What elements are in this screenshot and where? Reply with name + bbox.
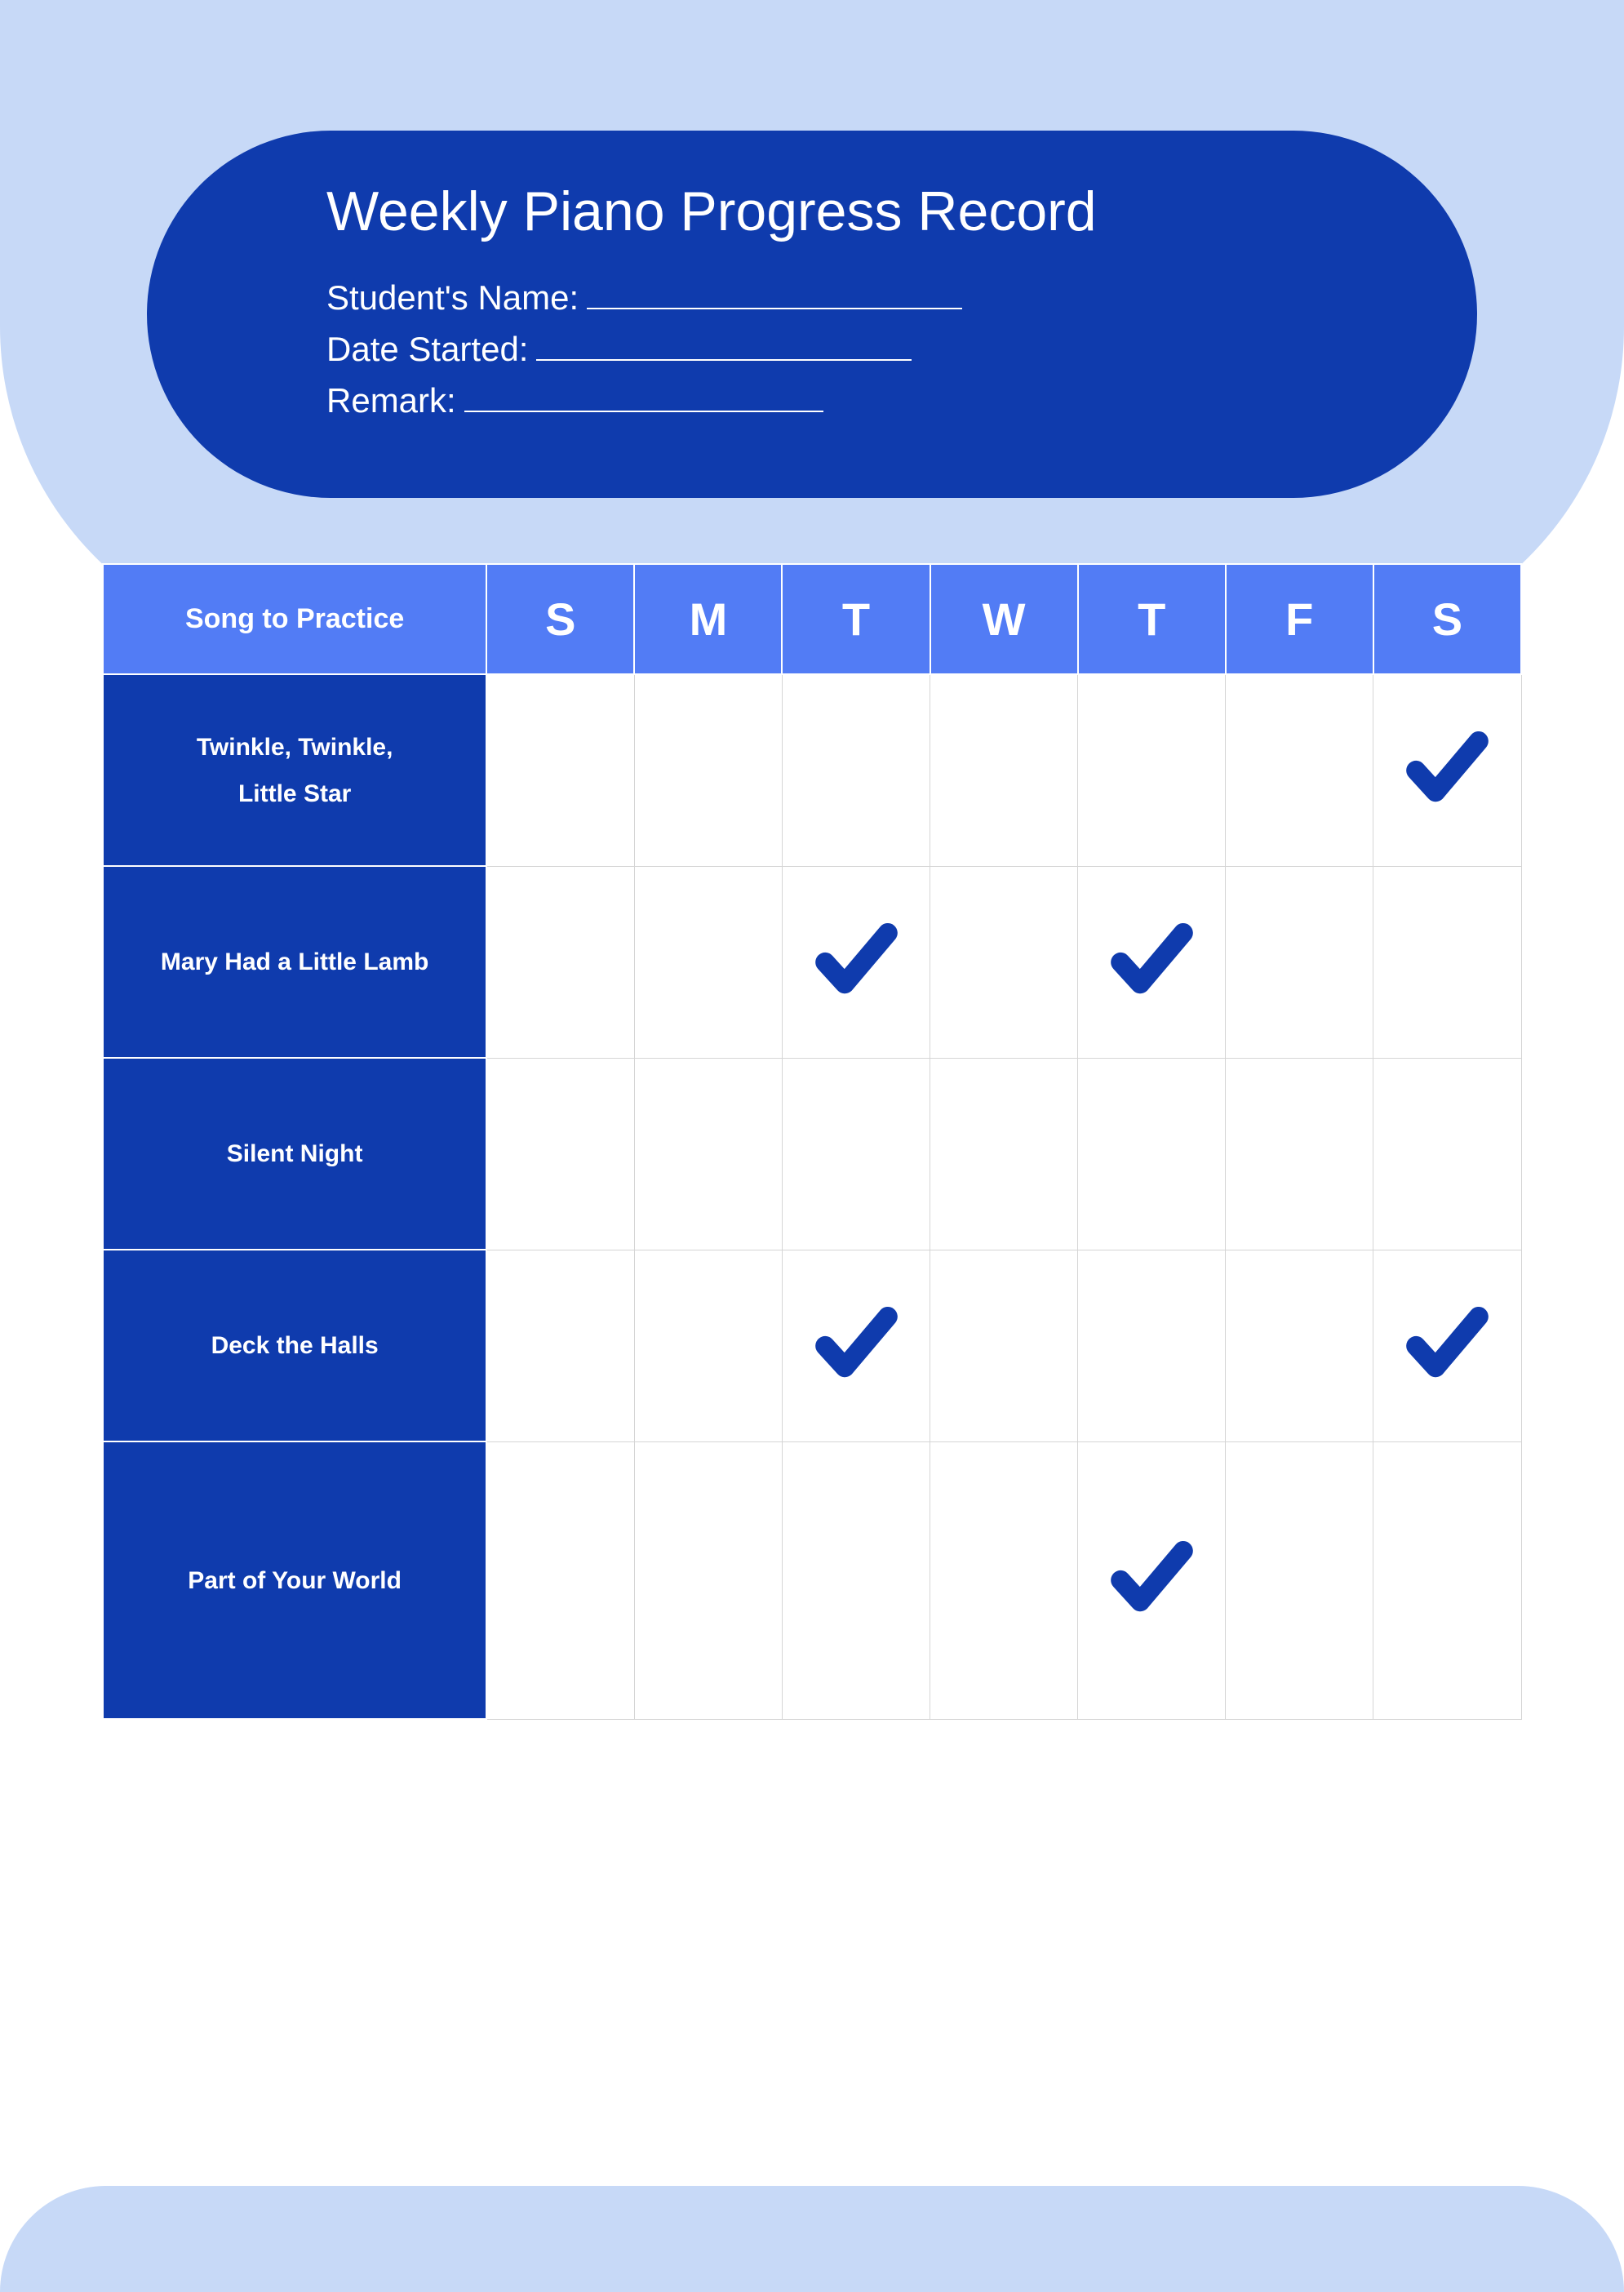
table-row: Mary Had a Little Lamb: [103, 866, 1521, 1058]
header-field-label: Remark:: [326, 375, 456, 426]
practice-table-container: Song to PracticeSMTWTFS Twinkle, Twinkle…: [102, 563, 1522, 1720]
practice-cell[interactable]: [782, 1441, 930, 1719]
practice-cell[interactable]: [634, 674, 782, 866]
practice-cell[interactable]: [930, 1058, 1078, 1250]
checkmark-icon: [1105, 1531, 1199, 1629]
song-name-cell: Twinkle, Twinkle,Little Star: [103, 674, 486, 866]
practice-cell[interactable]: [1078, 1250, 1226, 1441]
practice-cell[interactable]: [486, 1058, 634, 1250]
practice-table: Song to PracticeSMTWTFS Twinkle, Twinkle…: [102, 563, 1522, 1720]
practice-cell[interactable]: [782, 866, 930, 1058]
checkmark-icon: [1400, 1297, 1494, 1395]
practice-cell[interactable]: [1078, 1441, 1226, 1719]
day-header-3: W: [930, 564, 1078, 674]
practice-cell[interactable]: [1078, 866, 1226, 1058]
practice-cell[interactable]: [634, 1058, 782, 1250]
bottom-background: [0, 2186, 1624, 2292]
practice-cell[interactable]: [486, 1441, 634, 1719]
day-header-4: T: [1078, 564, 1226, 674]
practice-cell[interactable]: [1226, 1058, 1373, 1250]
practice-cell[interactable]: [782, 1058, 930, 1250]
practice-cell[interactable]: [634, 1250, 782, 1441]
header-field-underline: [536, 326, 912, 361]
practice-cell[interactable]: [1078, 674, 1226, 866]
header-field-1: Date Started:: [326, 323, 1298, 375]
practice-cell[interactable]: [782, 1250, 930, 1441]
table-row: Deck the Halls: [103, 1250, 1521, 1441]
practice-cell[interactable]: [1373, 674, 1521, 866]
header-field-label: Student's Name:: [326, 272, 579, 323]
table-row: Twinkle, Twinkle,Little Star: [103, 674, 1521, 866]
practice-cell[interactable]: [1226, 866, 1373, 1058]
practice-cell[interactable]: [1226, 1441, 1373, 1719]
day-header-6: S: [1373, 564, 1521, 674]
song-name-cell: Silent Night: [103, 1058, 486, 1250]
day-header-5: F: [1226, 564, 1373, 674]
practice-cell[interactable]: [1226, 674, 1373, 866]
song-header-cell: Song to Practice: [103, 564, 486, 674]
practice-cell[interactable]: [930, 866, 1078, 1058]
page-title: Weekly Piano Progress Record: [326, 180, 1298, 243]
practice-cell[interactable]: [1373, 866, 1521, 1058]
song-name-cell: Part of Your World: [103, 1441, 486, 1719]
practice-cell[interactable]: [1373, 1250, 1521, 1441]
practice-cell[interactable]: [1373, 1441, 1521, 1719]
header-field-underline: [587, 275, 962, 309]
practice-cell[interactable]: [634, 1441, 782, 1719]
day-header-1: M: [634, 564, 782, 674]
practice-cell[interactable]: [1078, 1058, 1226, 1250]
song-name-cell: Mary Had a Little Lamb: [103, 866, 486, 1058]
practice-cell[interactable]: [930, 1441, 1078, 1719]
day-header-0: S: [486, 564, 634, 674]
table-row: Silent Night: [103, 1058, 1521, 1250]
practice-cell[interactable]: [930, 674, 1078, 866]
practice-cell[interactable]: [1226, 1250, 1373, 1441]
table-row: Part of Your World: [103, 1441, 1521, 1719]
practice-cell[interactable]: [634, 866, 782, 1058]
header-field-underline: [464, 378, 823, 412]
practice-cell[interactable]: [486, 1250, 634, 1441]
practice-cell[interactable]: [930, 1250, 1078, 1441]
song-name-cell: Deck the Halls: [103, 1250, 486, 1441]
day-header-2: T: [782, 564, 930, 674]
practice-cell[interactable]: [782, 674, 930, 866]
practice-cell[interactable]: [486, 866, 634, 1058]
checkmark-icon: [810, 913, 903, 1011]
practice-cell[interactable]: [1373, 1058, 1521, 1250]
checkmark-icon: [810, 1297, 903, 1395]
checkmark-icon: [1105, 913, 1199, 1011]
header-field-2: Remark:: [326, 375, 1298, 426]
header-field-label: Date Started:: [326, 323, 528, 375]
header-card: Weekly Piano Progress Record Student's N…: [147, 131, 1477, 498]
practice-cell[interactable]: [486, 674, 634, 866]
checkmark-icon: [1400, 722, 1494, 820]
header-field-0: Student's Name:: [326, 272, 1298, 323]
